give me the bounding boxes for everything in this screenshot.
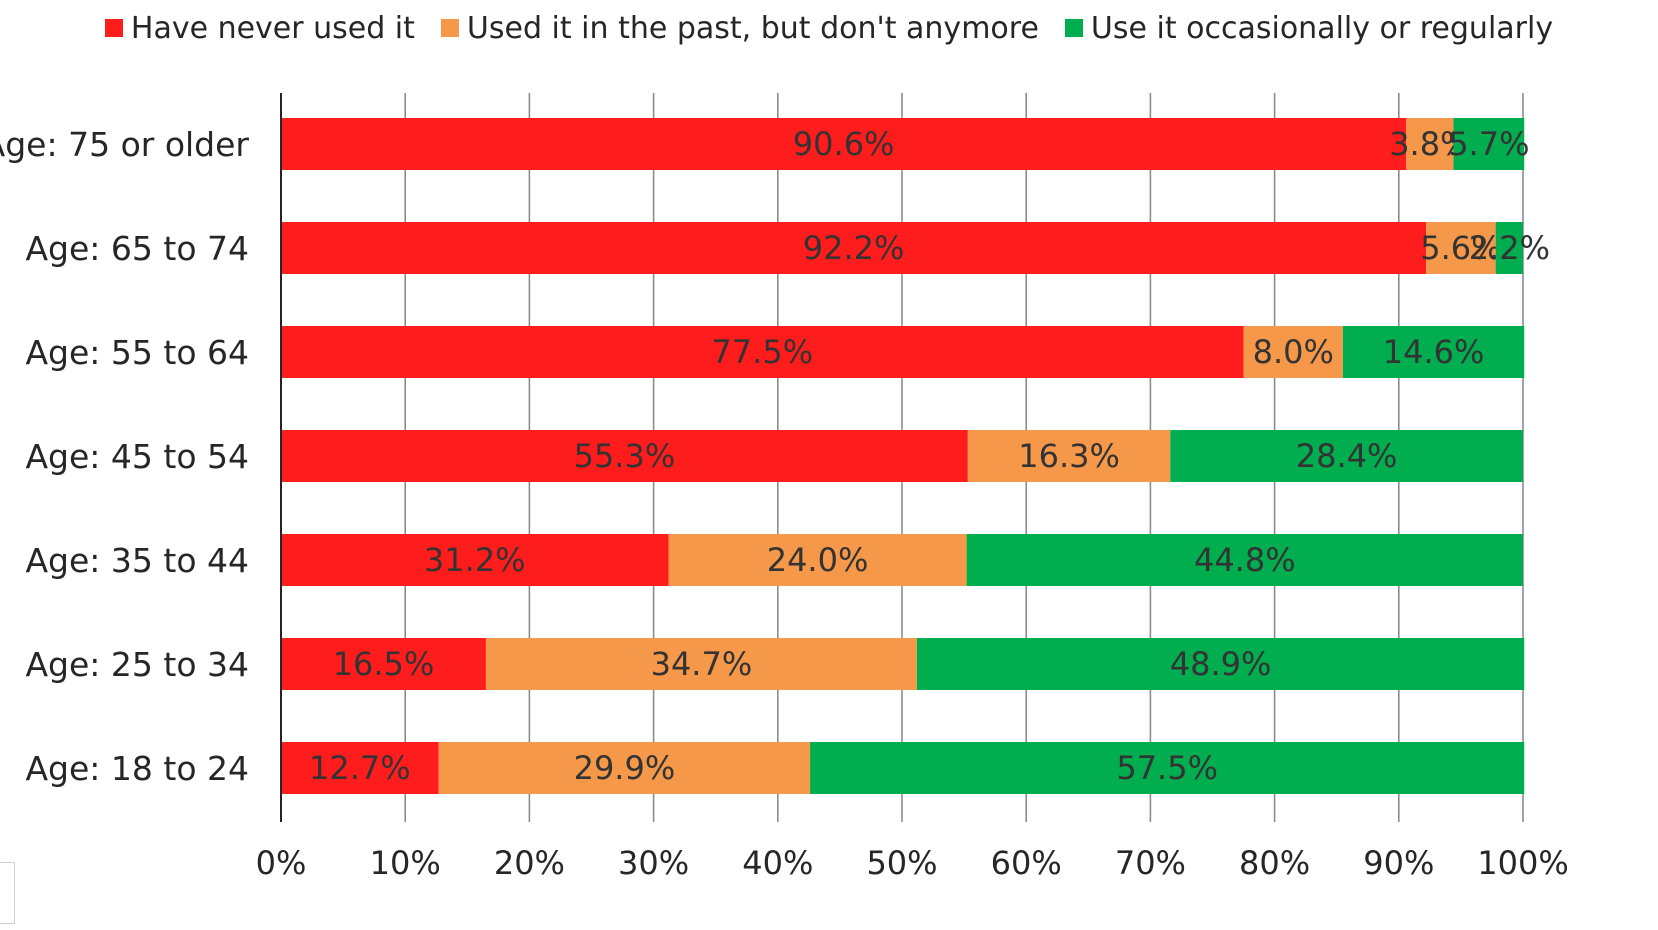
category-label: Age: 75 or older	[0, 125, 249, 164]
x-tick-label: 80%	[1239, 844, 1310, 882]
x-tick-label: 20%	[494, 844, 565, 882]
legend-swatch	[440, 19, 459, 37]
bar-segment	[281, 222, 1427, 274]
bar-segment	[281, 118, 1407, 170]
data-label: 57.5%	[1116, 749, 1218, 787]
data-label: 34.7%	[651, 645, 753, 683]
data-label: 16.3%	[1018, 437, 1120, 475]
data-label: 77.5%	[711, 333, 813, 371]
bar-segment	[281, 534, 669, 586]
bar-segment	[1426, 222, 1496, 274]
bar-segment	[1243, 326, 1343, 378]
chart-legend: Have never used it Used it in the past, b…	[0, 6, 1658, 50]
legend-item: Use it occasionally or regularly	[1064, 10, 1554, 46]
x-tick-label: 70%	[1115, 844, 1186, 882]
data-label: 44.8%	[1194, 541, 1296, 579]
data-label: 5.6%	[1420, 229, 1501, 267]
category-label: Age: 45 to 54	[25, 437, 249, 476]
category-label: Age: 25 to 34	[25, 645, 249, 684]
bar-segment	[916, 638, 1525, 690]
x-tick-label: 10%	[370, 844, 441, 882]
bar-segment	[281, 430, 968, 482]
x-tick-label: 0%	[256, 844, 307, 882]
category-label: Age: 55 to 64	[25, 333, 249, 372]
x-tick-label: 50%	[866, 844, 937, 882]
legend-item: Used it in the past, but don't anymore	[440, 10, 1039, 46]
data-label: 14.6%	[1383, 333, 1485, 371]
legend-swatch	[104, 19, 123, 37]
data-label: 31.2%	[424, 541, 526, 579]
x-tick-label: 90%	[1363, 844, 1434, 882]
data-label: 8.0%	[1253, 333, 1334, 371]
data-label: 16.5%	[333, 645, 435, 683]
data-label: 92.2%	[803, 229, 905, 267]
bar-segment	[1170, 430, 1523, 482]
data-label: 55.3%	[574, 437, 676, 475]
data-label: 48.9%	[1170, 645, 1272, 683]
legend-label: Have never used it	[130, 10, 415, 46]
bar-segment	[810, 742, 1525, 794]
bar-segment	[966, 534, 1523, 586]
legend-label: Use it occasionally or regularly	[1090, 10, 1554, 46]
bar-segment	[967, 430, 1171, 482]
legend-label: Used it in the past, but don't anymore	[466, 10, 1039, 46]
bar-segment	[1495, 222, 1523, 274]
legend-item: Have never used it	[104, 10, 415, 46]
bar-segment	[1406, 118, 1454, 170]
category-label: Age: 35 to 44	[25, 541, 249, 580]
bar-segment	[1342, 326, 1525, 378]
x-tick-label: 40%	[742, 844, 813, 882]
data-label: 28.4%	[1296, 437, 1398, 475]
bar-segment	[668, 534, 967, 586]
data-label: 90.6%	[793, 125, 895, 163]
bar-segment	[281, 638, 486, 690]
x-tick-label: 100%	[1477, 844, 1568, 882]
data-label: 5.7%	[1448, 125, 1529, 163]
data-label: 12.7%	[309, 749, 411, 787]
bar-segment	[1453, 118, 1525, 170]
x-tick-label: 60%	[991, 844, 1062, 882]
frame-corner	[0, 862, 15, 924]
bar-segment	[281, 326, 1244, 378]
data-label: 29.9%	[574, 749, 676, 787]
category-label: Age: 65 to 74	[25, 229, 249, 268]
x-tick-label: 30%	[618, 844, 689, 882]
legend-swatch	[1064, 19, 1083, 37]
bar-segment	[485, 638, 917, 690]
bar-segment	[281, 742, 439, 794]
data-label: 24.0%	[767, 541, 869, 579]
data-label: 2.2%	[1469, 229, 1550, 267]
bar-segment	[438, 742, 811, 794]
category-label: Age: 18 to 24	[25, 749, 249, 788]
